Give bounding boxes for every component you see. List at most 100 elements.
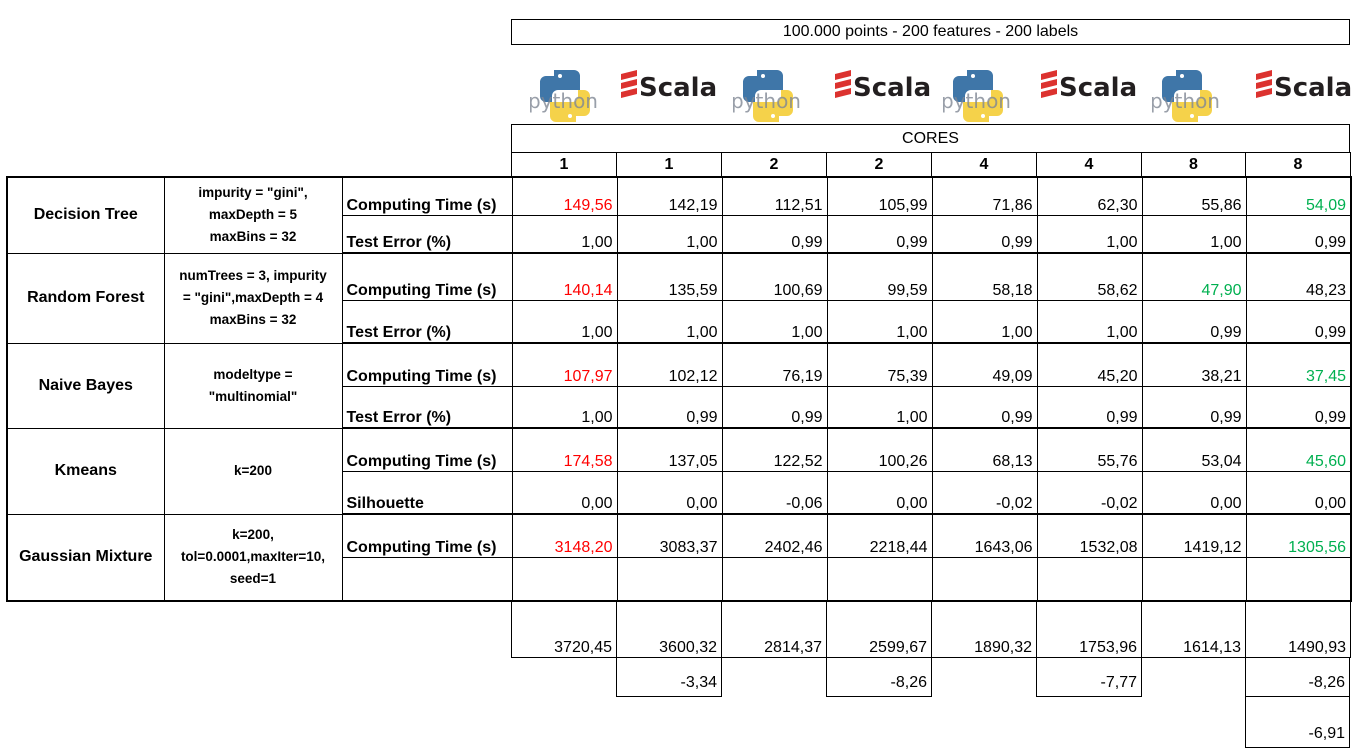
value-cell: 0,00 [616,470,723,515]
table-row: Gaussian Mixture k=200, tol=0.0001,maxIter… [6,513,1352,602]
value-cell: 140,14 [511,252,618,301]
table-row: Kmeans k=200 Computing Time (s) 174,58 137,0… [6,427,1352,515]
value-cell: 0,99 [1245,385,1352,429]
core-count: 2 [826,152,932,177]
metric-label: Silhouette [341,470,513,515]
value-cell: 1,00 [511,385,618,429]
value-cell: 100,69 [721,252,828,301]
value-cell: 1,00 [826,385,933,429]
algorithm-name: Random Forest [6,252,165,344]
metric-label: Computing Time (s) [341,427,513,472]
total-value: 3720,45 [511,601,617,658]
value-cell: 1305,56 [1245,513,1352,558]
difference-value: -8,26 [826,657,932,697]
python-logo-icon: python [731,66,837,126]
value-cell: 0,00 [511,470,618,515]
total-value: 1614,13 [1141,601,1246,658]
value-cell: 0,99 [721,385,828,429]
value-cell: 1,00 [931,299,1038,344]
value-cell: 71,86 [931,176,1038,216]
algorithm-name: Decision Tree [6,176,165,254]
param-line: k=200 [234,463,272,478]
value-cell: 0,00 [1245,470,1352,515]
value-cell: 45,60 [1245,427,1352,472]
svg-text:python: python [733,89,801,113]
scala-logo-icon: Scala [833,66,937,126]
scala-logo-icon: Scala [619,66,723,126]
chart-title: 100.000 points - 200 features - 200 labe… [511,19,1350,45]
value-cell: 122,52 [721,427,828,472]
cores-row: 1 1 2 2 4 4 8 8 [511,152,1351,177]
results-table: Decision Tree impurity = "gini", maxDepth … [6,176,1352,602]
python-logo-icon: python [941,66,1047,126]
core-count: 2 [721,152,827,177]
value-cell: 107,97 [511,342,618,387]
value-cell: 0,99 [1141,299,1247,344]
value-cell: 58,62 [1036,252,1143,301]
value-cell: 1,00 [721,299,828,344]
value-cell: 1,00 [1036,214,1143,254]
metric-label: Computing Time (s) [341,176,513,216]
table-row: Test Error (%) 1,00 0,99 0,99 1,00 0,99 0,99 0,… [7,385,1352,429]
value-cell: 1,00 [511,299,618,344]
algorithm-params: numTrees = 3, impurity = "gini",maxDepth … [163,252,343,344]
metric-label: Test Error (%) [341,299,513,344]
value-cell: 1,00 [511,214,618,254]
value-cell: 142,19 [616,176,723,216]
metric-label: Computing Time (s) [341,342,513,387]
algorithm-params: impurity = "gini", maxDepth = 5 maxBins = … [163,176,343,254]
table-row: Silhouette 0,00 0,00 -0,06 0,00 -0,02 -0,02 0,0… [7,470,1352,515]
value-cell: -0,06 [721,470,828,515]
svg-text:Scala: Scala [1274,73,1352,103]
value-cell: 49,09 [931,342,1038,387]
table-row: Test Error (%) 1,00 1,00 0,99 0,99 0,99 1,00 1,… [7,214,1352,254]
value-cell [931,556,1038,602]
total-value: 3600,32 [616,601,722,658]
param-line: = "gini",maxDepth = 4 [182,290,324,305]
value-cell: 75,39 [826,342,933,387]
total-value: 1753,96 [1036,601,1142,658]
total-value: 1490,93 [1245,601,1351,658]
value-cell [721,556,828,602]
value-cell: 1,00 [616,299,723,344]
value-cell: -0,02 [1036,470,1143,515]
svg-text:python: python [530,89,598,113]
value-cell: 135,59 [616,252,723,301]
value-cell: 3083,37 [616,513,723,558]
value-cell [1036,556,1143,602]
scala-logo-icon: Scala [1254,66,1358,126]
core-count: 1 [616,152,722,177]
value-cell: 3148,20 [511,513,618,558]
value-cell: 2402,46 [721,513,828,558]
value-cell: 2218,44 [826,513,933,558]
core-count: 4 [1036,152,1142,177]
value-cell: 149,56 [511,176,618,216]
value-cell: 105,99 [826,176,933,216]
python-logo-icon: python [528,66,634,126]
value-cell: 68,13 [931,427,1038,472]
algorithm-name: Gaussian Mixture [6,513,165,602]
core-count: 8 [1141,152,1246,177]
value-cell: 0,99 [931,214,1038,254]
algorithm-params: modeltype = "multinomial" [163,342,343,429]
value-cell: 112,51 [721,176,828,216]
algorithm-name: Naive Bayes [6,342,165,429]
param-line: seed=1 [229,571,277,587]
value-cell: 47,90 [1141,252,1247,301]
value-cell [1245,556,1352,602]
metric-label: Computing Time (s) [341,513,513,558]
core-count: 4 [931,152,1037,177]
table-row [7,556,1352,602]
value-cell: 0,00 [826,470,933,515]
algorithm-name: Kmeans [6,427,165,515]
value-cell: 0,99 [1036,385,1143,429]
value-cell: 1,00 [616,214,723,254]
param-line: numTrees = 3, impurity [179,268,327,283]
metric-label: Computing Time (s) [341,252,513,301]
total-value: 2814,37 [721,601,827,658]
value-cell: 0,99 [931,385,1038,429]
value-cell: 174,58 [511,427,618,472]
value-cell: 1532,08 [1036,513,1143,558]
value-cell: 0,00 [1141,470,1247,515]
table-row: Random Forest numTrees = 3, impurity = "gi… [6,252,1352,344]
